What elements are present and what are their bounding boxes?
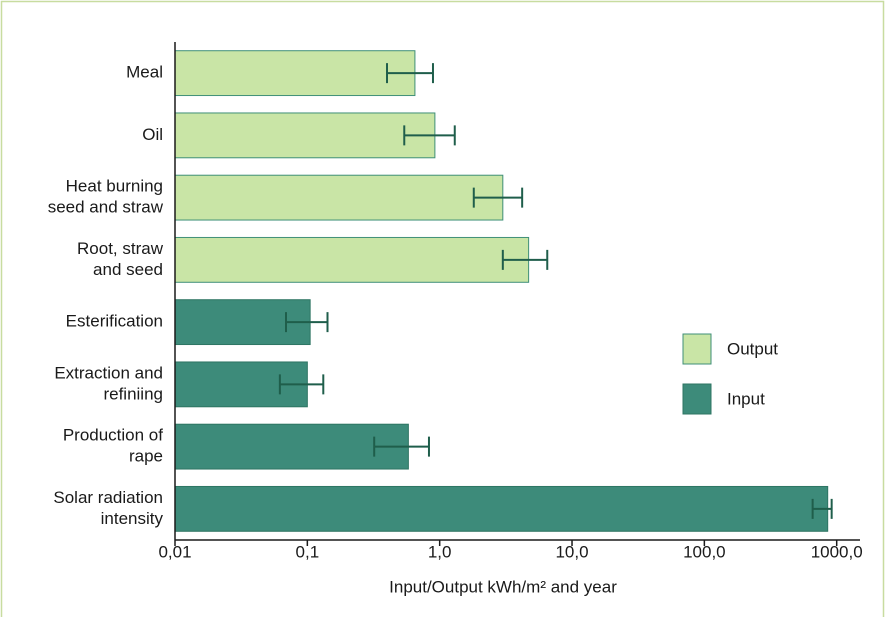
legend-label: Output (727, 339, 778, 358)
x-tick-label: 0,01 (158, 542, 191, 561)
y-tick-label: Oil (142, 125, 163, 144)
bar (174, 423, 409, 470)
bar (174, 50, 416, 97)
y-tick-label: Meal (126, 63, 163, 82)
error-bar (472, 187, 524, 208)
y-tick-label: Heat burning (66, 177, 163, 196)
y-tick-label: seed and straw (48, 198, 164, 217)
y-tick-label: Esterification (66, 312, 163, 331)
x-axis-label: Input/Output kWh/m² and year (389, 577, 617, 596)
y-tick-label: Solar radiation (53, 488, 163, 507)
y-tick-label: rape (129, 447, 163, 466)
legend-label: Input (727, 389, 765, 408)
x-tick-label: 1000,0 (811, 542, 863, 561)
error-bar (501, 249, 549, 270)
y-tick-label: and seed (93, 260, 163, 279)
x-tick-label: 10,0 (555, 542, 588, 561)
error-bar (811, 498, 833, 519)
error-bar (285, 312, 329, 333)
bar (174, 236, 530, 283)
bar (174, 112, 436, 159)
y-tick-label: intensity (101, 509, 164, 528)
x-tick-label: 1,0 (428, 542, 452, 561)
y-tick-label: Production of (63, 426, 163, 445)
y-tick-label: refiniing (103, 384, 163, 403)
legend-swatch (682, 383, 712, 415)
x-tick-label: 100,0 (683, 542, 726, 561)
y-tick-label: Extraction and (54, 363, 163, 382)
legend-swatch (682, 333, 712, 365)
error-bar (278, 374, 325, 395)
y-tick-label: Root, straw (77, 239, 164, 258)
bar (174, 174, 504, 221)
error-bar (373, 436, 430, 457)
bar (174, 485, 829, 532)
error-bar (386, 63, 434, 84)
x-tick-label: 0,1 (296, 542, 320, 561)
error-bar (403, 125, 456, 146)
